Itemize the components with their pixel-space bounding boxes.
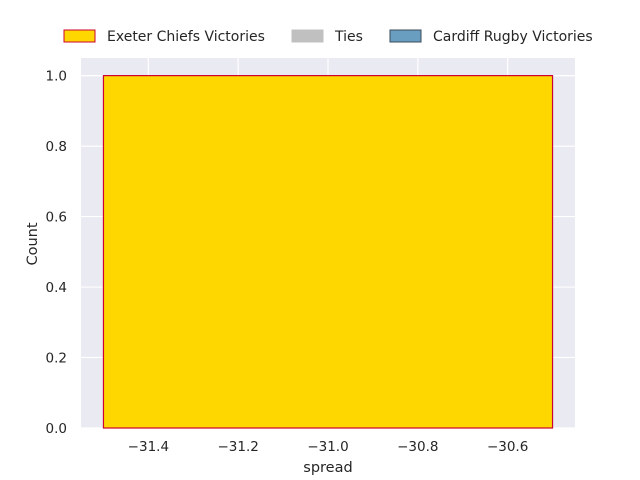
x-tick-label: −30.6 [487, 439, 528, 455]
x-tick-label: −31.0 [307, 439, 348, 455]
y-tick-label: 0.0 [46, 421, 67, 437]
legend-swatch [291, 29, 324, 43]
y-axis-label: Count [25, 222, 41, 265]
y-tick-label: 0.8 [46, 139, 67, 155]
x-tick-label: −30.8 [397, 439, 438, 455]
legend-item: Ties [291, 29, 363, 45]
x-tick-label: −31.2 [217, 439, 258, 455]
legend-label: Cardiff Rugby Victories [433, 29, 593, 45]
y-tick-label: 0.2 [46, 351, 67, 367]
tick-labels: −31.4 −31.2 −31.0 −30.8 −30.6 0.0 0.2 0.4 0.6 0.8… [46, 69, 529, 455]
y-tick-label: 0.4 [46, 280, 67, 296]
legend-item: Exeter Chiefs Victories [63, 29, 265, 45]
bar [102, 75, 554, 429]
x-tick-label: −31.4 [128, 439, 169, 455]
legend-swatch [63, 29, 96, 43]
y-tick-label: 1.0 [46, 69, 67, 85]
legend-item: Cardiff Rugby Victories [389, 29, 593, 45]
bars [102, 75, 554, 429]
legend: Exeter Chiefs Victories Ties Cardiff Rugby… [63, 29, 593, 45]
y-tick-label: 0.6 [46, 210, 67, 226]
x-axis-label: spread [303, 460, 352, 476]
legend-swatch [389, 29, 422, 43]
legend-label: Ties [334, 29, 363, 45]
legend-label: Exeter Chiefs Victories [107, 29, 265, 45]
